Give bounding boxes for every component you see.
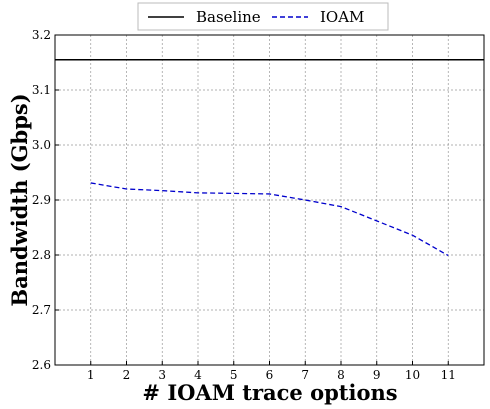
x-tick-label: 8 xyxy=(337,368,345,382)
y-axis-label: Bandwidth (Gbps) xyxy=(7,93,32,306)
y-tick-label: 2.8 xyxy=(32,248,51,262)
y-tick-label: 2.9 xyxy=(32,193,51,207)
legend-label-1: Baseline xyxy=(196,8,261,26)
x-tick-labels: 1 2 3 4 5 6 7 8 9 10 11 xyxy=(87,368,456,382)
y-tick-label: 2.7 xyxy=(32,303,51,317)
x-axis-label: # IOAM trace options xyxy=(142,380,397,405)
x-tick-label: 3 xyxy=(158,368,166,382)
y-tick-label: 3.2 xyxy=(32,28,51,42)
x-tick-label: 5 xyxy=(230,368,238,382)
y-tick-label: 3.0 xyxy=(32,138,51,152)
x-tick-label: 7 xyxy=(301,368,309,382)
series-layer xyxy=(55,59,484,257)
x-tick-label: 11 xyxy=(441,368,456,382)
plot-frame xyxy=(54,34,485,366)
y-tick-label: 2.6 xyxy=(32,358,51,372)
legend-label-2: IOAM xyxy=(320,8,364,26)
grid xyxy=(55,34,484,366)
series-line-2 xyxy=(90,182,449,257)
x-tick-label: 1 xyxy=(87,368,95,382)
legend: Baseline IOAM xyxy=(137,2,389,31)
y-tick-labels: 2.6 2.7 2.8 2.9 3.0 3.1 3.2 xyxy=(32,28,51,372)
y-tick-label: 3.1 xyxy=(32,83,51,97)
x-tick-label: 6 xyxy=(266,368,274,382)
x-tick-label: 4 xyxy=(194,368,202,382)
x-tick-label: 9 xyxy=(373,368,381,382)
x-tick-label: 10 xyxy=(405,368,420,382)
x-tick-label: 2 xyxy=(123,368,131,382)
